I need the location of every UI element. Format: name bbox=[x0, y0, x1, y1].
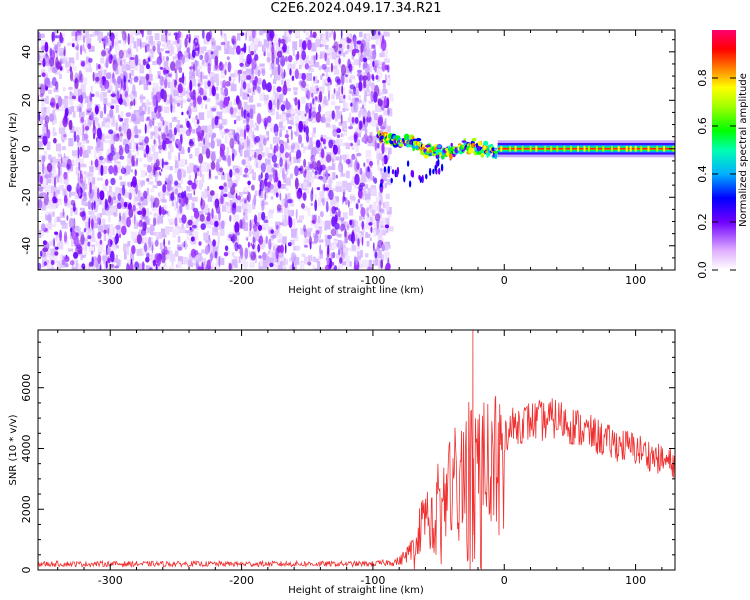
spectrogram-y-tick-label: 20 bbox=[20, 93, 33, 107]
snr-y-tick-label: 6000 bbox=[20, 374, 33, 402]
spectrogram-x-tick-label: -300 bbox=[98, 274, 123, 287]
snr-frame bbox=[37, 329, 676, 571]
snr-plot-area bbox=[38, 330, 675, 570]
spectrogram-x-axis-label: Height of straight line (km) bbox=[288, 285, 424, 296]
snr-x-tick-label: 0 bbox=[501, 574, 508, 587]
snr-y-tick-label: 0 bbox=[20, 567, 33, 574]
spectrogram-heatmap bbox=[38, 30, 675, 270]
spectrogram-x-tick-label: -200 bbox=[229, 274, 254, 287]
snr-x-tick-label: 100 bbox=[625, 574, 646, 587]
spectrogram-y-tick-label: 0 bbox=[20, 145, 33, 152]
colorbar-tick-label: 0.6 bbox=[696, 117, 709, 135]
colorbar: 0.0 0.2 0.4 0.6 0.8 Normalized spectral ampl… bbox=[696, 30, 749, 279]
colorbar-tick-label: 0.4 bbox=[696, 165, 709, 183]
snr-y-tick-label: 2000 bbox=[20, 495, 33, 523]
snr-y-axis-label: SNR (10 * v/v) bbox=[8, 414, 19, 485]
snr-y-tick-label: 4000 bbox=[20, 434, 33, 462]
spectrogram-y-axis-label: Frequency (Hz) bbox=[8, 112, 19, 188]
spectrogram-y-tick-label: -20 bbox=[20, 188, 33, 206]
snr-x-tick-label: -300 bbox=[98, 574, 123, 587]
noise-region bbox=[38, 30, 394, 270]
snr-x-tick-label: -200 bbox=[229, 574, 254, 587]
colorbar-tick-label: 0.2 bbox=[696, 213, 709, 231]
spectrogram-y-tick-label: 40 bbox=[20, 45, 33, 59]
spectrogram-frame bbox=[37, 29, 676, 271]
spectrogram-x-tick-label: -100 bbox=[360, 274, 385, 287]
snr-x-tick-label: -100 bbox=[360, 574, 385, 587]
snr-x-axis-label: Height of straight line (km) bbox=[288, 585, 424, 596]
snr-series-line bbox=[38, 330, 675, 570]
spectrogram-x-tick-label: 0 bbox=[501, 274, 508, 287]
colorbar-tick-label: 0.0 bbox=[696, 261, 709, 279]
spectrogram-x-tick-label: 100 bbox=[625, 274, 646, 287]
colorbar-label: Normalized spectral amplitude bbox=[738, 73, 749, 227]
spectrogram-y-tick-label: -40 bbox=[20, 237, 33, 255]
colorbar-ticks: 0.0 0.2 0.4 0.6 0.8 bbox=[696, 69, 736, 279]
colorbar-tick-label: 0.8 bbox=[696, 69, 709, 87]
colorbar-gradient bbox=[712, 30, 736, 270]
signal-track bbox=[376, 130, 675, 188]
figure-title: C2E6.2024.049.17.34.R21 bbox=[270, 1, 442, 16]
